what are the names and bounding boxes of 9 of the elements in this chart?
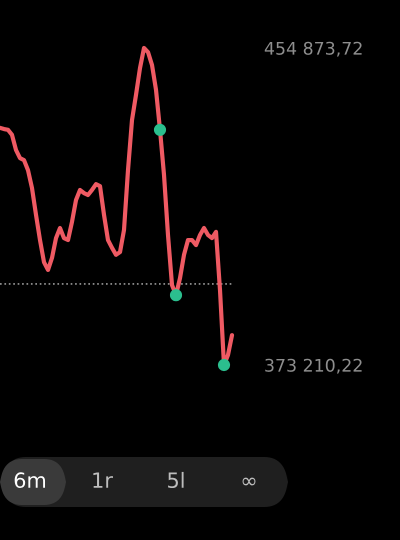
text: 5l: [168, 472, 184, 488]
y-tick-label: 373 210,22: [265, 358, 362, 374]
point: [218, 358, 230, 372]
text: 1r: [93, 472, 113, 488]
y-tick-label: 454 873,72: [264, 42, 362, 57]
text: 6m: [14, 472, 46, 488]
text: ∞: [242, 478, 256, 486]
point: [170, 289, 182, 302]
point: [154, 124, 166, 136]
